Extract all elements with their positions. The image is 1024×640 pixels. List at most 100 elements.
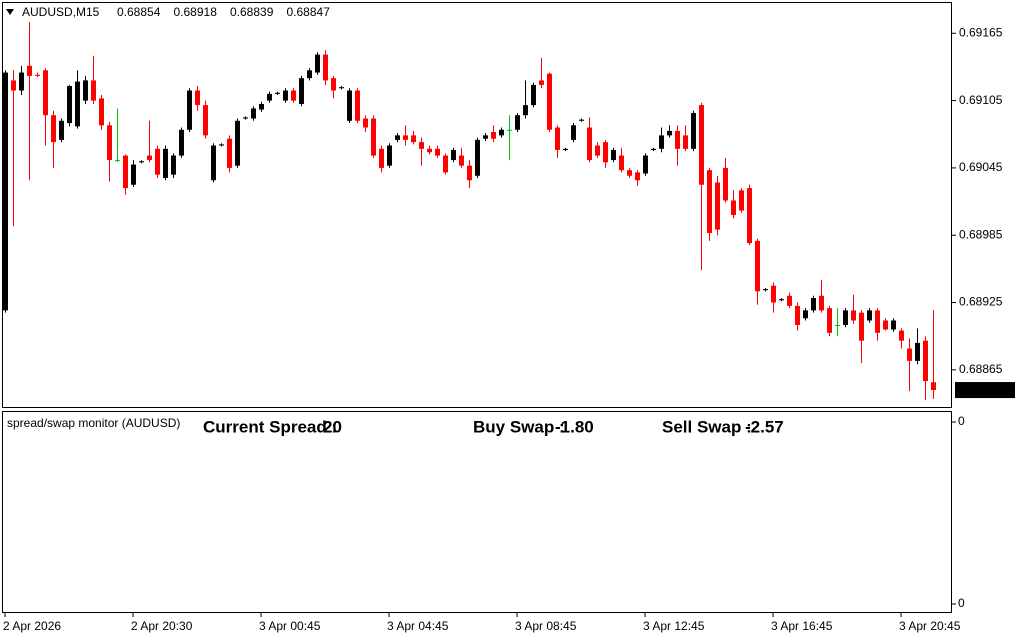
candle-body bbox=[787, 295, 792, 306]
y-tick-label: 0.68865 bbox=[959, 362, 1003, 376]
indicator-y-tick-label: 0 bbox=[958, 596, 965, 610]
candle-body bbox=[755, 240, 760, 292]
candle-body bbox=[67, 86, 72, 124]
y-tick-label: 0.69105 bbox=[959, 93, 1003, 107]
candle-body bbox=[435, 148, 440, 156]
candle-body bbox=[859, 312, 864, 341]
candle-body bbox=[643, 155, 648, 174]
candle-body bbox=[467, 165, 472, 181]
header-low: 0.68839 bbox=[230, 5, 274, 19]
candle-body bbox=[123, 155, 128, 189]
candle-body bbox=[555, 127, 560, 150]
candle-body bbox=[315, 54, 320, 73]
candle-body bbox=[403, 135, 408, 140]
candle-body bbox=[851, 310, 856, 321]
candle-body bbox=[371, 118, 376, 156]
candle-body bbox=[595, 145, 600, 156]
x-tick-label: 3 Apr 12:45 bbox=[643, 619, 705, 633]
candle-body bbox=[723, 167, 728, 201]
candle-body bbox=[739, 190, 744, 211]
candle-body bbox=[627, 170, 632, 176]
candle-body bbox=[619, 155, 624, 171]
candle-body bbox=[771, 285, 776, 303]
candle-body bbox=[339, 87, 344, 89]
candle-body bbox=[307, 70, 312, 79]
candle-body bbox=[107, 125, 112, 161]
chart-title: AUDUSD,M15 bbox=[22, 5, 100, 19]
candle-body bbox=[475, 139, 480, 176]
candle-body bbox=[171, 155, 176, 175]
candle-body bbox=[763, 289, 768, 291]
x-tick-label: 2 Apr 20:30 bbox=[131, 619, 193, 633]
candle-body bbox=[115, 160, 120, 162]
candle-body bbox=[51, 115, 56, 143]
candle-body bbox=[35, 74, 40, 76]
candle-body bbox=[195, 90, 200, 106]
candle-body bbox=[323, 54, 328, 81]
price-label: 0.68847 bbox=[958, 382, 1002, 396]
candle-body bbox=[699, 105, 704, 185]
candle-body bbox=[219, 144, 224, 146]
candle-body bbox=[795, 305, 800, 325]
candle-body bbox=[499, 129, 504, 136]
candle-body bbox=[91, 80, 96, 101]
candle-body bbox=[203, 105, 208, 136]
candle-body bbox=[875, 310, 880, 333]
candle-body bbox=[891, 320, 896, 330]
candle-body bbox=[587, 127, 592, 161]
indicator-value: -1.80 bbox=[555, 417, 594, 436]
x-tick-label: 2 Apr 2026 bbox=[3, 619, 61, 633]
candle-body bbox=[411, 135, 416, 143]
candle-body bbox=[291, 90, 296, 101]
indicator-label: Sell Swap : bbox=[662, 417, 752, 436]
candle-body bbox=[387, 145, 392, 166]
candle-body bbox=[155, 148, 160, 175]
y-tick-label: 0.69045 bbox=[959, 160, 1003, 174]
candle-body bbox=[3, 72, 8, 311]
candle-body bbox=[227, 138, 232, 168]
x-tick-label: 3 Apr 08:45 bbox=[515, 619, 577, 633]
candle-body bbox=[283, 90, 288, 101]
x-tick-label: 3 Apr 20:45 bbox=[899, 619, 961, 633]
candle-body bbox=[571, 125, 576, 140]
indicator-y-tick-label: 0 bbox=[958, 414, 965, 428]
candle-body bbox=[75, 81, 80, 127]
candle-body bbox=[379, 148, 384, 168]
candle-body bbox=[507, 129, 512, 131]
candle-body bbox=[275, 92, 280, 94]
candle-body bbox=[635, 172, 640, 181]
candle-body bbox=[211, 145, 216, 181]
candle-body bbox=[563, 148, 568, 150]
candle-body bbox=[491, 132, 496, 139]
candle-body bbox=[715, 182, 720, 230]
indicator-title: spread/swap monitor (AUDUSD) bbox=[7, 416, 180, 430]
candle-body bbox=[547, 73, 552, 130]
x-tick-label: 3 Apr 16:45 bbox=[771, 619, 833, 633]
y-tick-label: 0.68925 bbox=[959, 295, 1003, 309]
header-high: 0.68918 bbox=[174, 5, 218, 19]
candle-body bbox=[707, 170, 712, 233]
candle-body bbox=[243, 117, 248, 119]
candle-body bbox=[395, 135, 400, 140]
candle-body bbox=[99, 98, 104, 126]
menu-arrow[interactable] bbox=[6, 9, 14, 15]
candle-body bbox=[299, 78, 304, 104]
candle-body bbox=[235, 120, 240, 166]
candle-body bbox=[163, 148, 168, 179]
candle-body bbox=[59, 120, 64, 140]
candle-body bbox=[83, 80, 88, 101]
candle-body bbox=[611, 149, 616, 161]
candle-body bbox=[11, 80, 16, 91]
candle-body bbox=[251, 108, 256, 119]
candle-body bbox=[443, 155, 448, 173]
candle-body bbox=[139, 161, 144, 163]
candle-body bbox=[419, 142, 424, 149]
candle-body bbox=[651, 148, 656, 150]
indicator-label: Current Spread : bbox=[203, 417, 337, 436]
candle-body bbox=[803, 310, 808, 319]
candle-body bbox=[659, 135, 664, 149]
candle-body bbox=[27, 65, 32, 76]
candle-body bbox=[451, 149, 456, 161]
indicator-label: Buy Swap : bbox=[473, 417, 565, 436]
candle-body bbox=[179, 129, 184, 156]
